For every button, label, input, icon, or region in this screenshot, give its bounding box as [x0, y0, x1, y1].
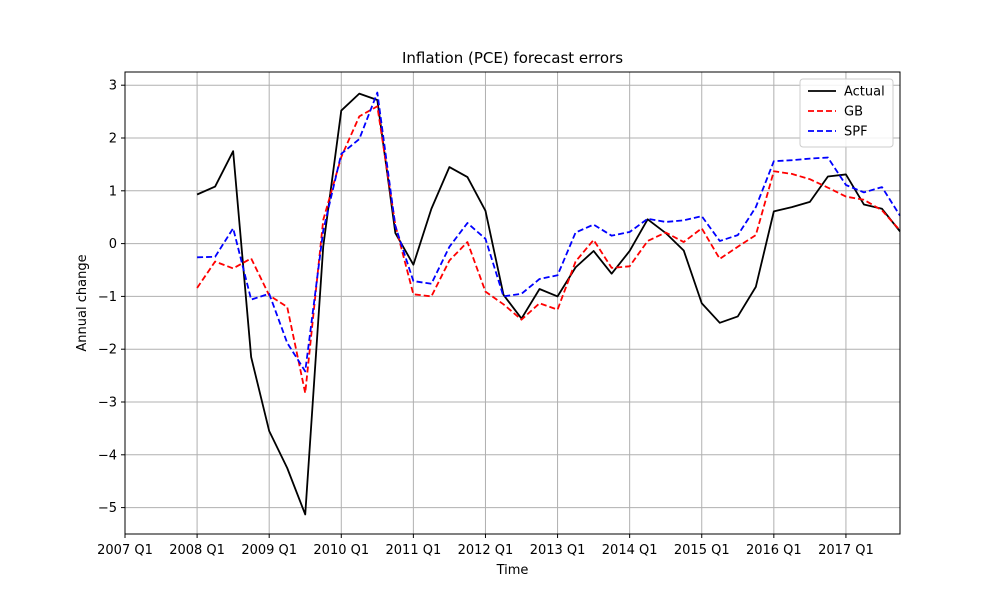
x-tick-label: 2008 Q1 — [169, 543, 225, 558]
series-layer — [196, 91, 901, 516]
y-tick-label: −4 — [98, 448, 117, 463]
x-tick-label: 2012 Q1 — [458, 543, 514, 558]
grid — [124, 72, 900, 534]
x-tick-label: 2009 Q1 — [241, 543, 297, 558]
x-tick-label: 2007 Q1 — [97, 543, 153, 558]
x-tick-label: 2011 Q1 — [386, 543, 442, 558]
x-axis: 2007 Q1 2008 Q1 2009 Q1 2010 Q1 2011 Q1 2012 … — [97, 534, 874, 558]
x-axis-label: Time — [496, 563, 529, 578]
y-tick-label: 1 — [109, 184, 117, 199]
y-tick-label: −1 — [98, 290, 117, 305]
series-line-actual — [196, 92, 901, 516]
y-axis-label: Annual change — [75, 254, 90, 351]
legend-box — [799, 78, 894, 148]
y-tick-label: −2 — [98, 343, 117, 358]
plot-frame — [124, 71, 901, 535]
y-tick-label: −5 — [98, 501, 117, 516]
x-tick-label: 2015 Q1 — [674, 543, 730, 558]
legend: Actual GB SPF — [799, 78, 894, 148]
x-tick-label: 2010 Q1 — [313, 543, 369, 558]
y-tick-label: 2 — [109, 132, 117, 147]
chart-title: Inflation (PCE) forecast errors — [402, 49, 623, 67]
x-tick-label: 2016 Q1 — [746, 543, 802, 558]
y-axis: 3 2 1 0 −1 −2 −3 −4 −5 — [98, 79, 125, 516]
x-tick-label: 2017 Q1 — [818, 543, 874, 558]
y-tick-label: 0 — [109, 237, 117, 252]
legend-label-gb: GB — [844, 105, 863, 120]
series-line-gb — [196, 105, 901, 394]
y-tick-label: 3 — [109, 79, 117, 94]
series-line-spf — [197, 91, 901, 373]
legend-label-actual: Actual — [844, 85, 885, 100]
legend-label-spf: SPF — [844, 125, 868, 140]
x-tick-label: 2013 Q1 — [530, 543, 586, 558]
x-tick-label: 2014 Q1 — [602, 543, 658, 558]
y-tick-label: −3 — [98, 396, 117, 411]
